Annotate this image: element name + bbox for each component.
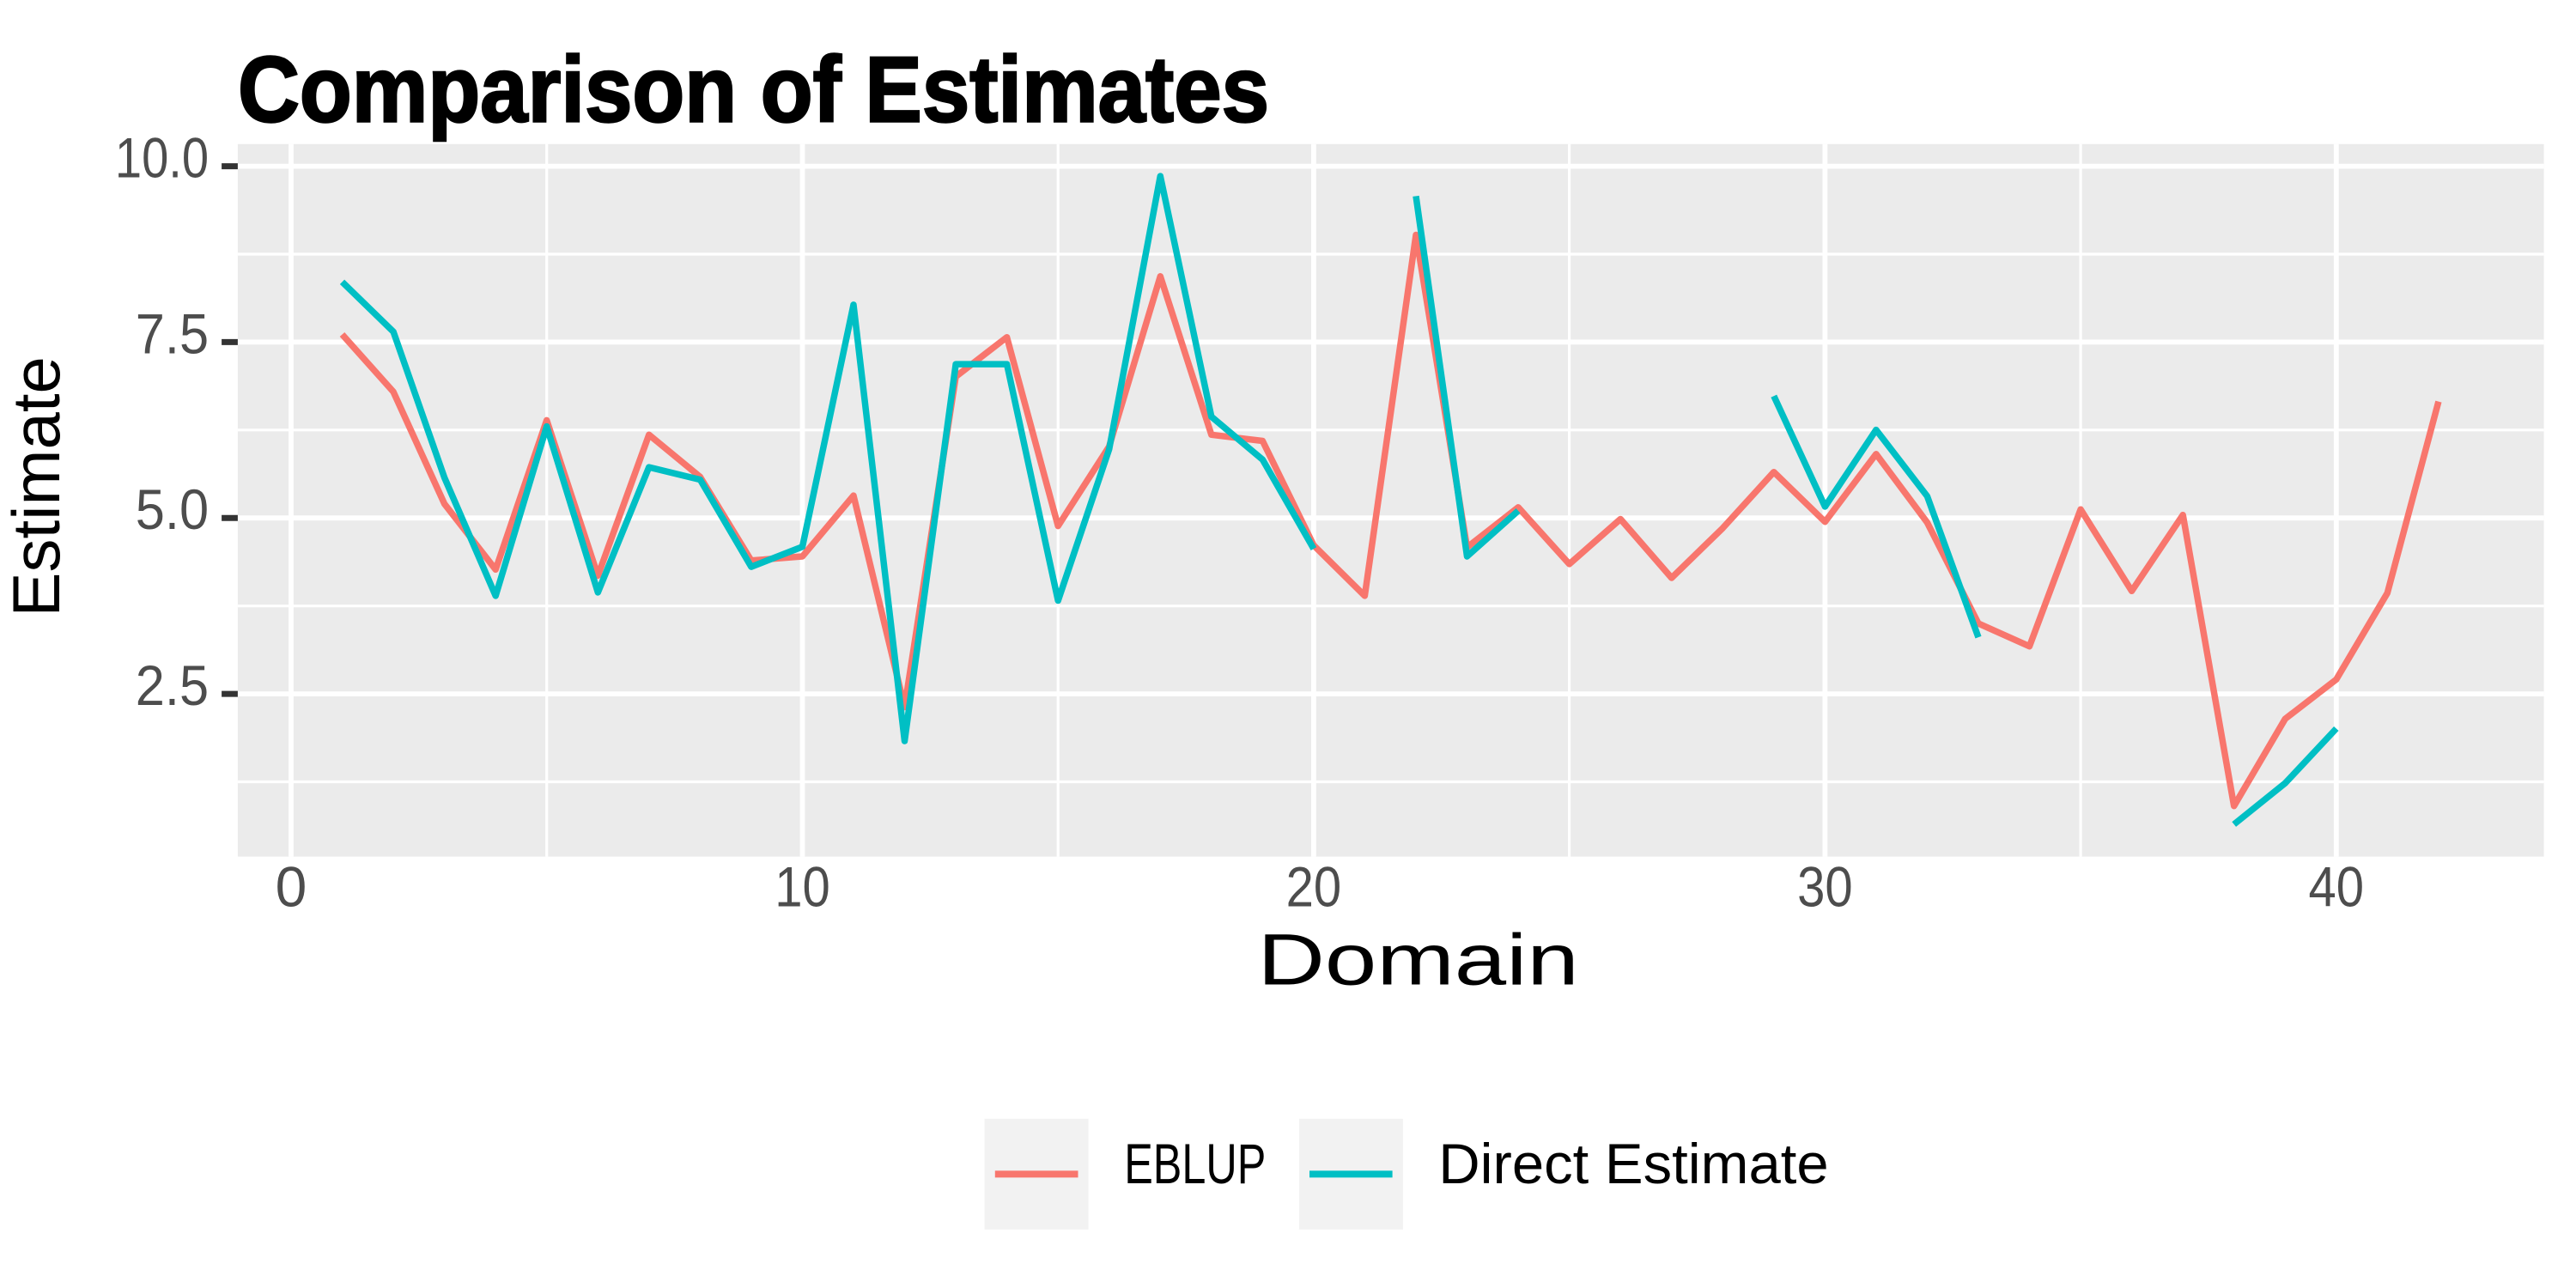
svg-text:20: 20 (1286, 856, 1342, 919)
svg-text:2.5: 2.5 (136, 653, 209, 718)
svg-text:Domain: Domain (1257, 919, 1578, 999)
svg-text:30: 30 (1797, 856, 1853, 919)
svg-text:Estimate: Estimate (0, 356, 74, 617)
svg-text:7.5: 7.5 (136, 301, 209, 366)
svg-text:0: 0 (276, 855, 307, 919)
svg-text:10: 10 (775, 856, 830, 919)
svg-text:EBLUP: EBLUP (1124, 1133, 1266, 1196)
svg-text:5.0: 5.0 (136, 477, 209, 542)
svg-text:10.0: 10.0 (115, 126, 209, 189)
svg-text:Direct Estimate: Direct Estimate (1438, 1133, 1828, 1196)
svg-text:Comparison of Estimates: Comparison of Estimates (238, 39, 1269, 143)
svg-text:40: 40 (2309, 856, 2365, 919)
